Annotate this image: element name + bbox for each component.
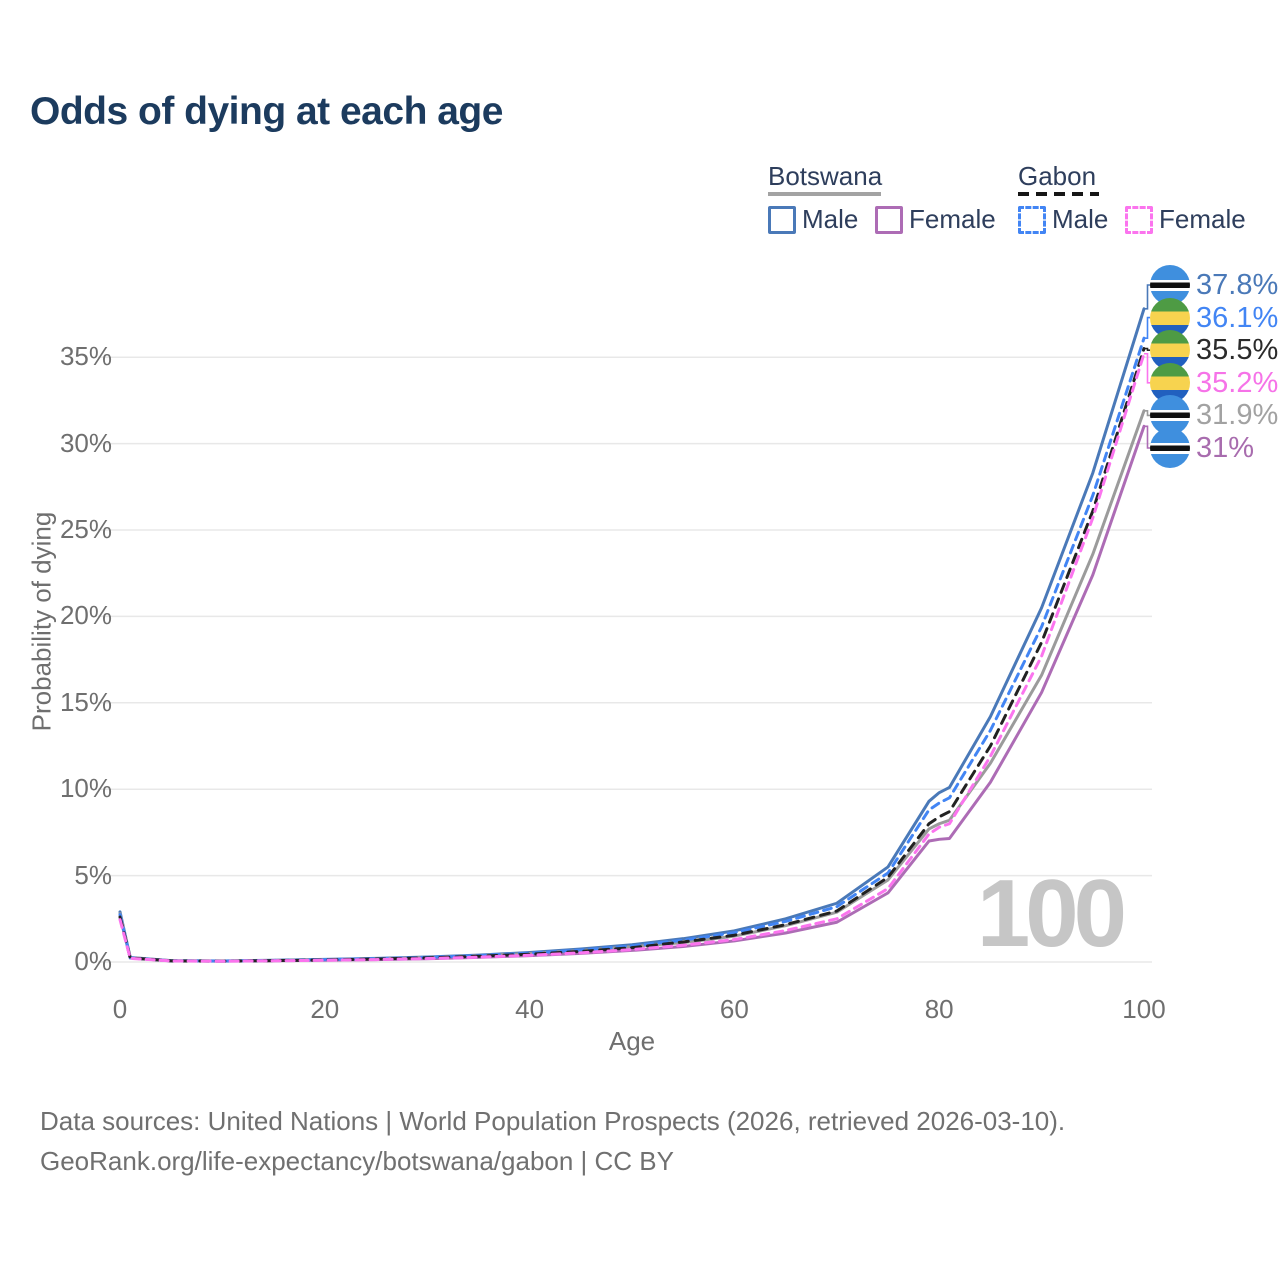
y-tick-label: 0%: [74, 946, 112, 976]
end-value-label-gabon-both-sexes: 35.5%: [1196, 334, 1279, 367]
y-tick-label: 20%: [59, 600, 112, 631]
legend-swatch-gabon-female[interactable]: [1125, 206, 1153, 234]
end-label-connector: [1144, 352, 1150, 384]
end-value-label-botswana-female: 31%: [1196, 432, 1255, 464]
footer-sources: Data sources: United Nations | World Pop…: [40, 1106, 1066, 1136]
series-line-gabon-male[interactable]: [118, 336, 1146, 963]
series-line-gabon-female[interactable]: [118, 352, 1146, 963]
age-watermark: 100: [976, 860, 1127, 967]
botswana-solid-line-sample: [768, 192, 881, 196]
end-label-connector: [1144, 425, 1150, 449]
series-line-gabon-both-sexes[interactable]: [118, 347, 1146, 963]
x-tick-label: 80: [924, 994, 954, 1024]
y-tick-label: 35%: [59, 341, 112, 372]
end-label-connector: [1144, 284, 1150, 310]
footer-attribution: GeoRank.org/life-expectancy/botswana/gab…: [40, 1146, 674, 1176]
series-line-botswana-female[interactable]: [118, 424, 1146, 963]
legend-label-gabon-female[interactable]: Female: [1159, 204, 1246, 234]
x-tick-label: 40: [515, 994, 545, 1024]
x-axis-title: Age: [608, 1026, 656, 1056]
end-value-label-gabon-male: 36.1%: [1196, 301, 1279, 334]
legend-label-gabon-male[interactable]: Male: [1052, 204, 1109, 234]
y-tick-label: 5%: [74, 859, 112, 890]
end-label-connector: [1144, 347, 1150, 351]
legend-group-botswana-title[interactable]: Botswana: [768, 161, 883, 191]
y-tick-label: 10%: [59, 773, 112, 804]
y-tick-label: 15%: [59, 686, 112, 717]
gabon-dashed-line-sample: [1018, 192, 1099, 196]
page-title: Odds of dying at each age: [30, 90, 503, 133]
x-tick-label: 60: [719, 994, 749, 1024]
end-value-label-botswana-both-sexes: 31.9%: [1196, 399, 1279, 432]
y-tick-label: 25%: [59, 514, 112, 544]
legend-group-gabon-title[interactable]: Gabon: [1018, 161, 1097, 191]
end-label-connector: [1144, 316, 1150, 339]
legend-label-botswana-male[interactable]: Male: [802, 204, 859, 234]
series-line-botswana-both-sexes[interactable]: [118, 409, 1146, 963]
botswana-flag-icon: [1150, 428, 1190, 468]
x-tick-label: 100: [1122, 994, 1166, 1024]
legend-label-botswana-female[interactable]: Female: [909, 204, 996, 234]
series-line-botswana-male[interactable]: [118, 307, 1146, 963]
end-value-label-botswana-male: 37.8%: [1196, 269, 1279, 301]
legend-swatch-botswana-male[interactable]: [768, 206, 796, 234]
x-tick-label: 20: [310, 994, 340, 1024]
end-label-connector: [1144, 409, 1150, 417]
legend-swatch-gabon-male[interactable]: [1018, 206, 1046, 234]
end-value-label-gabon-female: 35.2%: [1196, 366, 1279, 399]
legend-swatch-botswana-female[interactable]: [875, 206, 903, 234]
y-tick-label: 30%: [59, 427, 112, 458]
x-tick-label: 0: [112, 994, 128, 1024]
